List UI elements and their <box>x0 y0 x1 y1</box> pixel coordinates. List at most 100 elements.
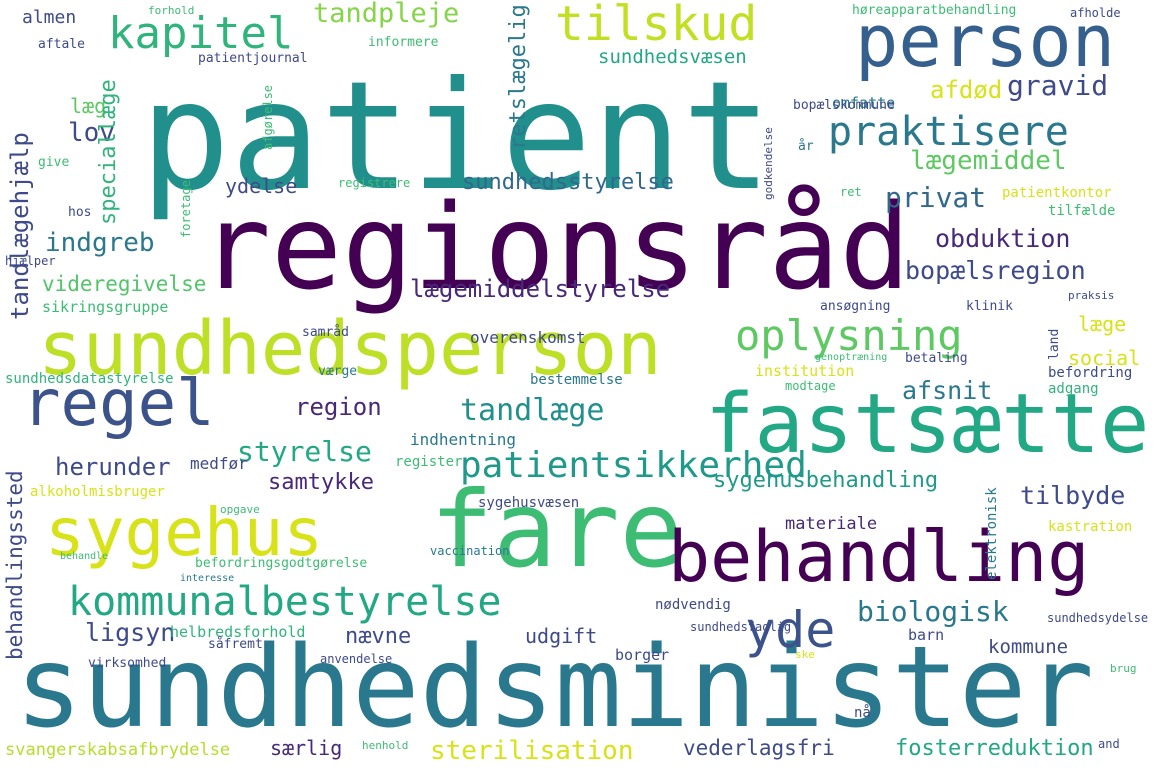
word-omfatte: omfatte <box>832 94 896 112</box>
word-aftale: aftale <box>38 37 85 52</box>
word-ret: ret <box>840 185 862 199</box>
word-forhold: forhold <box>148 4 195 17</box>
word-regionsraad: regionsråd <box>200 178 911 316</box>
word-modtage: modtage <box>785 379 836 393</box>
word-tandlaege: tandlæge <box>460 393 605 428</box>
word-sundhedsstyrelse: sundhedsstyrelse <box>462 170 674 195</box>
word-saerlig: særlig <box>270 736 343 760</box>
word-styrelse: styrelse <box>237 435 372 468</box>
word-laege: læge <box>1078 312 1127 336</box>
word-indgreb: indgreb <box>45 228 155 258</box>
word-borger: borger <box>615 646 670 664</box>
word-sikringsgruppe: sikringsgruppe <box>42 298 169 316</box>
word-samraad: samråd <box>302 325 349 340</box>
word-sundhedsydelse: sundhedsydelse <box>1047 611 1149 625</box>
word-ligsyn: ligsyn <box>85 618 176 647</box>
word-befordringsgodtgoerelse: befordringsgodtgørelse <box>195 556 368 571</box>
word-sundhedsfaglig: sundhedsfaglig <box>690 620 792 634</box>
word-patientkontor: patientkontor <box>1002 185 1112 201</box>
word-tilskud: tilskud <box>555 0 758 52</box>
word-fare: fare <box>430 469 683 591</box>
word-brug: brug <box>1110 662 1137 675</box>
word-fastsaette: fastsætte <box>705 377 1150 472</box>
word-register: register <box>395 454 463 470</box>
word-social: social <box>1068 346 1141 370</box>
word-informere: informere <box>368 35 439 50</box>
word-kastration: kastration <box>1048 519 1133 535</box>
word-sundhedsvaesen: sundhedsvæsen <box>598 46 747 68</box>
word-bopaelskommune: bopælskommune <box>793 98 895 113</box>
word-materiale: materiale <box>785 514 878 534</box>
word-fosterreduktion: fosterreduktion <box>895 736 1094 761</box>
word-afdoed: afdød <box>930 76 1003 104</box>
word-behandling: behandling <box>668 516 1090 598</box>
word-almen: almen <box>22 7 77 28</box>
word-privat: privat <box>885 181 987 214</box>
word-laegemiddel: lægemiddel <box>910 146 1067 176</box>
word-tilbyde: tilbyde <box>1020 481 1126 510</box>
word-saafremt: såfremt <box>208 637 263 652</box>
word-afgoerelse: afgørelse <box>261 84 275 150</box>
word-overenskomst: overenskomst <box>470 328 586 347</box>
word-patient: patient <box>140 50 773 224</box>
word-ske: ske <box>795 648 815 661</box>
word-behandlingssted: behandlingssted <box>3 470 27 660</box>
word-kapitel: kapitel <box>108 8 294 59</box>
word-svangerskabsafbrydelse: svangerskabsafbrydelse <box>5 740 231 760</box>
word-hjaelper: hjælper <box>5 254 56 268</box>
word-opgave: opgave <box>220 503 260 516</box>
word-sygehus: sygehus <box>45 494 324 571</box>
word-herunder: herunder <box>55 453 171 481</box>
word-vederlagsfri: vederlagsfri <box>683 736 835 760</box>
word-person: person <box>855 0 1116 83</box>
word-biologisk: biologisk <box>857 595 1009 628</box>
word-bopaelsregion: bopælsregion <box>905 256 1086 285</box>
word-tandlaegehjaelp: tandlægehjælp <box>6 132 34 320</box>
word-befordring: befordring <box>1048 365 1133 381</box>
word-foretage: foretage <box>179 180 193 238</box>
word-sygehusvaesen: sygehusvæsen <box>478 495 580 511</box>
word-interesse: interesse <box>180 573 235 584</box>
word-ydelse: ydelse <box>225 174 298 198</box>
word-praktisere: praktisere <box>828 109 1069 155</box>
word-tandpleje: tandpleje <box>313 0 460 29</box>
word-obduktion: obduktion <box>935 224 1071 253</box>
word-sygehusbehandling: sygehusbehandling <box>713 468 939 493</box>
word-klinik: klinik <box>966 299 1013 314</box>
word-institution: institution <box>755 362 855 380</box>
word-retslaegelig: retslægelig <box>506 4 531 150</box>
word-indhentning: indhentning <box>410 430 516 449</box>
word-aar: år <box>798 139 814 154</box>
word-regel: regel <box>22 367 215 441</box>
word-vaerge: værge <box>318 364 358 379</box>
word-anvendelse: anvendelse <box>320 652 393 666</box>
word-samtykke: samtykke <box>268 470 374 495</box>
word-hos: hos <box>68 205 92 220</box>
word-kommunalbestyrelse: kommunalbestyrelse <box>68 579 502 625</box>
word-virksomhed: virksomhed <box>88 656 167 671</box>
word-region: region <box>295 393 382 421</box>
word-alkoholmisbruger: alkoholmisbruger <box>30 484 165 500</box>
word-ansoegning: ansøgning <box>820 299 891 314</box>
word-praksis: praksis <box>1068 289 1115 302</box>
word-vaccination: vaccination <box>430 544 510 558</box>
word-land: land <box>1047 328 1062 360</box>
word-and: and <box>1098 737 1120 751</box>
word-sterilisation: sterilisation <box>430 736 634 766</box>
word-elektronisk: elektronisk <box>984 487 1000 580</box>
word-videregivelse: videregivelse <box>42 272 207 296</box>
word-oplysning: oplysning <box>735 311 963 360</box>
word-kommune: kommune <box>988 636 1069 658</box>
word-laegemiddelstyrelse: lægemiddelstyrelse <box>410 275 671 303</box>
word-adgang: adgang <box>1048 381 1099 397</box>
word-registrere: registrere <box>338 176 411 190</box>
word-laeg: læg <box>70 94 107 118</box>
word-noedvendig: nødvendig <box>655 597 731 613</box>
word-genoptraening: genoptræning <box>815 352 888 363</box>
word-sundhedsperson: sundhedsperson <box>38 306 662 392</box>
word-naa: nå <box>854 705 871 721</box>
word-gravid: gravid <box>1007 69 1109 102</box>
word-tilfaelde: tilfælde <box>1048 203 1116 219</box>
word-bestemmelse: bestemmelse <box>530 372 623 388</box>
